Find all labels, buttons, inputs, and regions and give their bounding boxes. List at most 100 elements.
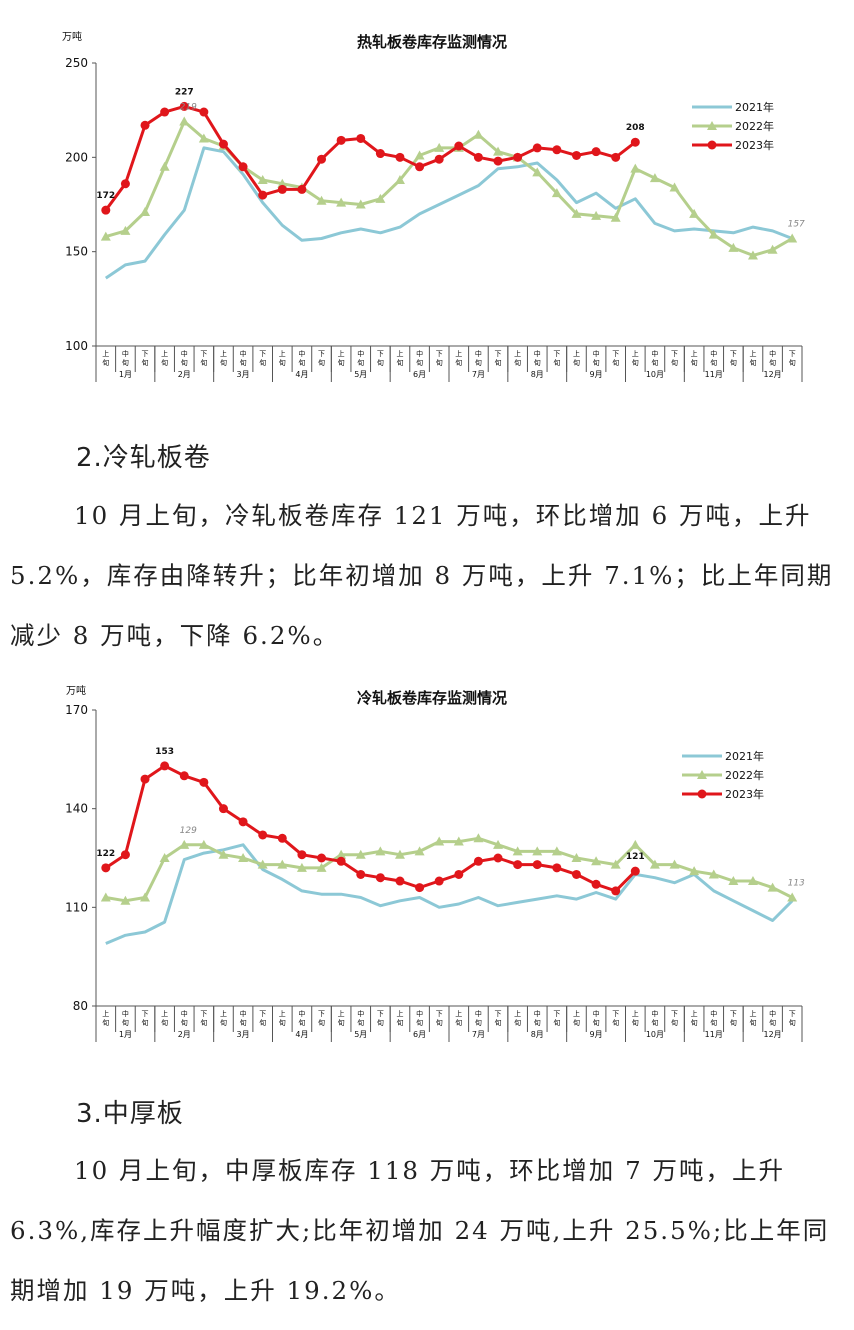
data-point xyxy=(591,856,602,866)
data-point xyxy=(159,161,170,171)
x-period-label: 旬 xyxy=(377,1018,384,1027)
data-point xyxy=(336,849,347,859)
x-period-label: 旬 xyxy=(651,358,658,367)
data-point xyxy=(669,859,680,869)
x-month-label: 9月 xyxy=(590,1030,603,1039)
x-period-label: 下 xyxy=(671,350,678,358)
x-period-label: 旬 xyxy=(279,1018,286,1027)
data-point xyxy=(532,143,542,153)
x-period-label: 旬 xyxy=(749,1018,756,1027)
x-period-label: 中 xyxy=(298,1009,305,1018)
x-period-label: 旬 xyxy=(749,358,756,367)
data-label: 129 xyxy=(180,826,197,836)
data-point xyxy=(238,162,248,172)
data-point xyxy=(356,869,366,879)
y-axis-unit-label: 万吨 xyxy=(66,684,86,697)
data-point xyxy=(473,152,483,162)
x-period-label: 旬 xyxy=(789,1018,796,1027)
x-period-label: 上 xyxy=(396,349,403,358)
x-period-label: 旬 xyxy=(553,1018,560,1027)
series-line-2021年 xyxy=(105,843,794,945)
x-period-label: 中 xyxy=(593,1009,600,1018)
x-period-label: 旬 xyxy=(416,1018,423,1027)
data-point xyxy=(375,149,385,159)
x-period-label: 旬 xyxy=(377,358,384,367)
data-point xyxy=(767,882,778,892)
data-point xyxy=(316,862,327,872)
data-point xyxy=(414,846,425,856)
x-period-label: 旬 xyxy=(416,358,423,367)
data-point xyxy=(649,859,660,869)
data-point xyxy=(454,141,464,151)
x-period-label: 旬 xyxy=(514,358,521,367)
x-period-label: 上 xyxy=(455,1009,462,1018)
x-period-label: 下 xyxy=(789,350,796,358)
x-period-label: 旬 xyxy=(122,358,129,367)
data-point xyxy=(630,163,641,173)
x-period-label: 旬 xyxy=(240,358,247,367)
x-period-label: 上 xyxy=(632,349,639,358)
x-period-label: 上 xyxy=(455,349,462,358)
x-period-label: 上 xyxy=(279,349,286,358)
x-period-label: 旬 xyxy=(338,1018,345,1027)
x-period-label: 下 xyxy=(259,350,266,358)
data-point xyxy=(375,873,385,883)
x-month-label: 3月 xyxy=(237,370,250,379)
data-point xyxy=(296,862,307,872)
x-period-label: 上 xyxy=(338,349,345,358)
data-point xyxy=(140,892,151,902)
x-period-label: 旬 xyxy=(789,358,796,367)
data-point xyxy=(277,178,288,188)
x-period-label: 中 xyxy=(769,349,776,358)
x-period-label: 下 xyxy=(495,1010,502,1018)
x-period-label: 下 xyxy=(730,1010,737,1018)
data-point xyxy=(394,849,405,859)
x-period-label: 中 xyxy=(181,1009,188,1018)
data-label: 113 xyxy=(788,878,805,888)
legend-label: 2022年 xyxy=(725,768,764,782)
data-point xyxy=(179,839,190,849)
y-tick-label: 250 xyxy=(65,56,88,70)
x-period-label: 中 xyxy=(357,349,364,358)
x-period-label: 下 xyxy=(612,1010,619,1018)
data-point xyxy=(101,205,111,215)
data-point xyxy=(571,208,582,218)
series-line-2022年 xyxy=(105,836,793,903)
x-period-label: 下 xyxy=(200,350,207,358)
x-period-label: 上 xyxy=(279,1009,286,1018)
data-point xyxy=(101,863,111,873)
data-point xyxy=(179,771,189,781)
data-point xyxy=(120,895,131,905)
data-point xyxy=(218,139,228,149)
data-point xyxy=(532,860,542,870)
x-period-label: 旬 xyxy=(102,358,109,367)
data-point xyxy=(551,846,562,856)
x-period-label: 旬 xyxy=(475,358,482,367)
legend-label: 2022年 xyxy=(735,119,774,133)
data-point xyxy=(199,777,209,787)
legend-label: 2021年 xyxy=(735,100,774,114)
data-point xyxy=(591,147,601,157)
data-point xyxy=(454,869,464,879)
legend-marker xyxy=(697,789,707,799)
data-point xyxy=(159,853,170,862)
x-period-label: 上 xyxy=(161,1009,168,1018)
data-point xyxy=(277,859,288,869)
data-point xyxy=(140,207,151,217)
data-point xyxy=(610,859,621,869)
x-period-label: 旬 xyxy=(298,358,305,367)
data-point xyxy=(120,850,130,860)
x-period-label: 旬 xyxy=(102,1018,109,1027)
x-period-label: 旬 xyxy=(593,358,600,367)
legend-marker xyxy=(707,140,717,150)
data-point xyxy=(747,250,758,260)
data-point xyxy=(552,863,562,873)
x-period-label: 旬 xyxy=(357,1018,364,1027)
y-tick-label: 110 xyxy=(65,900,88,914)
x-period-label: 旬 xyxy=(495,1018,502,1027)
data-point xyxy=(257,859,268,869)
x-period-label: 下 xyxy=(318,1010,325,1018)
data-label: 157 xyxy=(788,219,805,229)
x-month-label: 11月 xyxy=(705,370,723,379)
data-point xyxy=(767,244,778,254)
